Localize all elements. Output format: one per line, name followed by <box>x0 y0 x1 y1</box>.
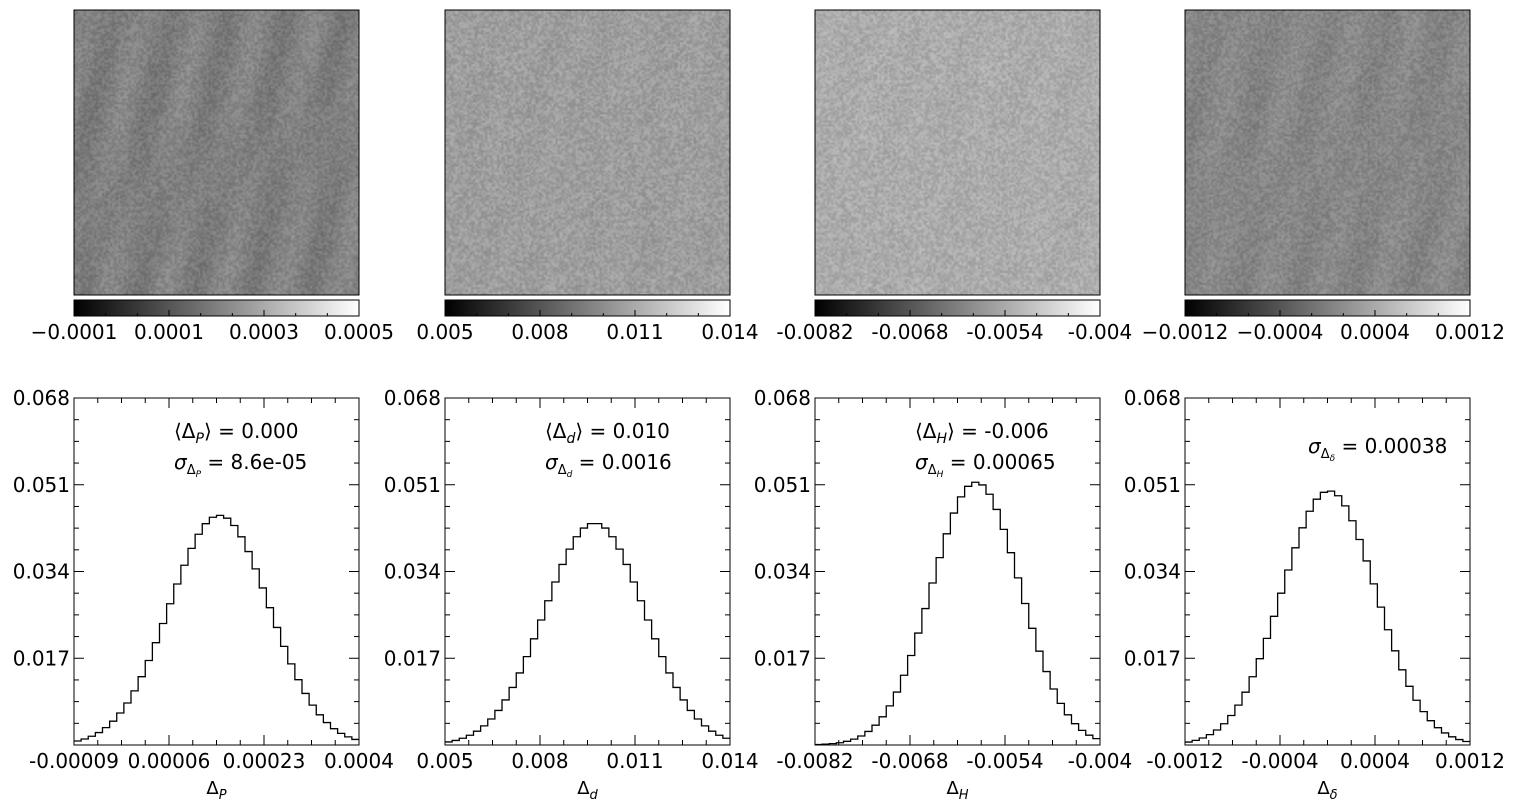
x-tick-label: 0.0004 <box>324 749 394 773</box>
panel-4: −0.0012 −0.0004 0.0004 0.0012 0.068 0.051 0.03… <box>1124 9 1505 803</box>
y-tick-label: 0.051 <box>1124 473 1181 497</box>
sigma-annotation: σΔδ = 0.00038 <box>1308 434 1447 464</box>
y-tick-label: 0.068 <box>384 386 441 410</box>
x-tick-label: -0.0068 <box>871 749 948 773</box>
x-tick-label: 0.011 <box>606 749 663 773</box>
y-tick-label: 0.068 <box>754 386 811 410</box>
x-tick-label: 0.0012 <box>1435 749 1505 773</box>
colorbar-tick-label: 0.0004 <box>1340 320 1410 344</box>
x-tick-label: -0.0004 <box>1241 749 1318 773</box>
histogram-step-line <box>1185 490 1470 743</box>
colorbar-tick-label: -0.0082 <box>776 320 853 344</box>
histogram-step-line <box>815 481 1100 746</box>
y-tick-label: 0.051 <box>384 473 441 497</box>
y-tick-label: 0.051 <box>13 473 70 497</box>
colorbar <box>444 299 731 317</box>
y-tick-label: 0.034 <box>384 560 441 584</box>
colorbar-tick-label: 0.005 <box>416 320 473 344</box>
colorbar <box>814 299 1101 317</box>
colorbar-tick-label: 0.0012 <box>1435 320 1505 344</box>
residual-map-image <box>445 10 730 295</box>
y-tick-label: 0.068 <box>13 386 70 410</box>
residual-map-image <box>1185 10 1470 295</box>
colorbar-tick-label: −0.0012 <box>1142 320 1229 344</box>
colorbar-tick-label: -0.0068 <box>871 320 948 344</box>
residual-map-image <box>815 10 1100 295</box>
y-tick-label: 0.017 <box>1124 646 1181 670</box>
colorbar-tick-label: 0.0005 <box>324 320 394 344</box>
y-tick-label: 0.034 <box>1124 560 1181 584</box>
histogram-step-line <box>74 514 359 742</box>
residual-map-image <box>74 10 359 295</box>
image-frame <box>444 9 731 296</box>
panel-3: -0.0082 -0.0068 -0.0054 -0.004 0.068 0.051 0.0… <box>754 9 1132 803</box>
panel-2: 0.005 0.008 0.011 0.014 0.068 0.051 0.034 0.017… <box>384 9 759 803</box>
mean-annotation: ⟨ΔP⟩ = 0.000 <box>174 419 298 447</box>
colorbar <box>73 299 360 317</box>
colorbar-tick-label: 0.011 <box>606 320 663 344</box>
panel-1: −0.0001 0.0001 0.0003 0.0005 0.068 0.051 0.034… <box>13 9 394 803</box>
image-frame <box>814 9 1101 296</box>
mean-annotation: ⟨ΔH⟩ = -0.006 <box>915 419 1049 447</box>
x-tick-label: -0.004 <box>1068 749 1132 773</box>
x-tick-label: 0.014 <box>701 749 758 773</box>
image-frame <box>73 9 360 296</box>
histogram-step-line <box>445 522 730 743</box>
mean-annotation: ⟨Δd⟩ = 0.010 <box>545 419 670 447</box>
sigma-annotation: σΔH = 0.00065 <box>915 450 1056 480</box>
x-tick-label: -0.0054 <box>966 749 1043 773</box>
y-tick-label: 0.017 <box>754 646 811 670</box>
y-tick-label: 0.034 <box>13 560 70 584</box>
y-tick-label: 0.017 <box>384 646 441 670</box>
x-tick-label: 0.00006 <box>128 749 211 773</box>
sigma-annotation: σΔd = 0.0016 <box>545 450 672 480</box>
y-tick-label: 0.068 <box>1124 386 1181 410</box>
colorbar-tick-label: −0.0001 <box>31 320 118 344</box>
y-tick-label: 0.034 <box>754 560 811 584</box>
colorbar-tick-label: 0.0001 <box>134 320 204 344</box>
x-tick-label: 0.005 <box>416 749 473 773</box>
colorbar-tick-label: 0.0003 <box>229 320 299 344</box>
x-tick-label: 0.00023 <box>223 749 306 773</box>
x-tick-label: 0.0004 <box>1340 749 1410 773</box>
x-axis-label: Δd <box>577 778 598 803</box>
x-tick-label: -0.0082 <box>776 749 853 773</box>
x-tick-label: 0.008 <box>511 749 568 773</box>
x-axis-label: ΔP <box>206 778 226 803</box>
colorbar-tick-label: 0.008 <box>511 320 568 344</box>
sigma-annotation: σΔP = 8.6e-05 <box>174 450 307 480</box>
y-tick-label: 0.051 <box>754 473 811 497</box>
colorbar-tick-label: −0.0004 <box>1237 320 1324 344</box>
x-axis-label: Δδ <box>1317 778 1337 803</box>
colorbar-tick-label: -0.004 <box>1068 320 1132 344</box>
x-tick-label: -0.0012 <box>1146 749 1223 773</box>
x-tick-label: -0.00009 <box>29 749 119 773</box>
colorbar-tick-label: -0.0054 <box>966 320 1043 344</box>
colorbar <box>1184 299 1471 317</box>
y-tick-label: 0.017 <box>13 646 70 670</box>
image-frame <box>1184 9 1471 296</box>
colorbar-tick-label: 0.014 <box>701 320 758 344</box>
x-axis-label: ΔH <box>946 778 968 803</box>
